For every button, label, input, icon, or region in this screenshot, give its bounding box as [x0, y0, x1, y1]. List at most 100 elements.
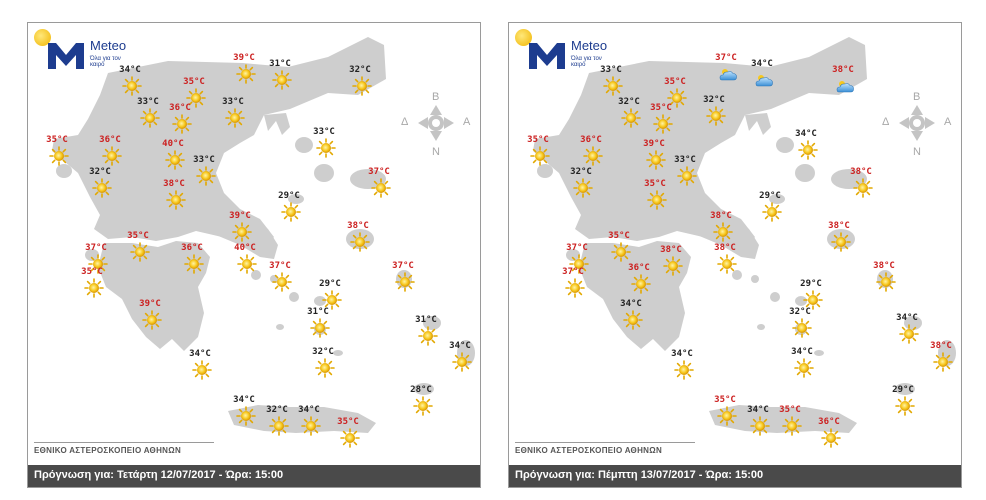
temperature-label: 35°C — [46, 135, 68, 145]
temperature-label: 37°C — [85, 243, 107, 253]
logo-m-icon — [529, 43, 565, 69]
sun-icon — [782, 416, 802, 436]
temperature-label: 38°C — [714, 243, 736, 253]
sun-icon — [301, 416, 321, 436]
logo-tagline: Όλα για τον καιρό — [90, 56, 121, 68]
temperature-label: 34°C — [119, 65, 141, 75]
temperature-label: 33°C — [674, 155, 696, 165]
sun-icon — [172, 114, 192, 134]
temperature-label: 35°C — [644, 179, 666, 189]
sun-icon — [166, 190, 186, 210]
sun-icon — [573, 178, 593, 198]
temperature-label: 34°C — [671, 349, 693, 359]
cloud-sun-icon — [754, 70, 774, 90]
temperature-label: 38°C — [163, 179, 185, 189]
temperature-label: 36°C — [181, 243, 203, 253]
forecast-date-time: Πρόγνωση για: Πέμπτη 13/07/2017 - Ώρα: 1… — [515, 469, 764, 481]
temperature-label: 35°C — [650, 103, 672, 113]
observatory-caption: ΕΘΝΙΚΟ ΑΣΤΕΡΟΣΚΟΠΕΙΟ ΑΘΗΝΩΝ — [34, 446, 182, 455]
sun-icon — [631, 274, 651, 294]
meteo-logo: Meteo Όλα για τον καιρό — [515, 29, 635, 73]
temperature-label: 32°C — [789, 307, 811, 317]
temperature-label: 29°C — [800, 279, 822, 289]
temperature-label: 33°C — [137, 97, 159, 107]
sun-icon — [281, 202, 301, 222]
sun-icon — [717, 254, 737, 274]
temperature-label: 34°C — [449, 341, 471, 351]
sun-icon — [237, 254, 257, 274]
temperature-label: 34°C — [298, 405, 320, 415]
sun-icon — [165, 150, 185, 170]
temperature-label: 35°C — [779, 405, 801, 415]
temperature-label: 29°C — [278, 191, 300, 201]
sun-icon — [49, 146, 69, 166]
temperature-label: 37°C — [562, 267, 584, 277]
temperature-label: 34°C — [795, 129, 817, 139]
sun-icon — [853, 178, 873, 198]
sun-icon — [674, 360, 694, 380]
temperature-label: 38°C — [850, 167, 872, 177]
sun-icon — [340, 428, 360, 448]
temperature-label: 32°C — [703, 95, 725, 105]
temperature-label: 31°C — [307, 307, 329, 317]
forecast-map-wednesday: Meteo Όλα για τον καιρό Β Ν Δ Α 34°C 39°… — [27, 22, 481, 488]
sun-icon — [706, 106, 726, 126]
temperature-label: 35°C — [127, 231, 149, 241]
temperature-label: 32°C — [266, 405, 288, 415]
compass-icon — [418, 105, 454, 141]
sun-icon — [322, 290, 342, 310]
temperature-label: 38°C — [347, 221, 369, 231]
temperature-label: 28°C — [410, 385, 432, 395]
sun-icon — [310, 318, 330, 338]
temperature-label: 35°C — [527, 135, 549, 145]
sun-icon — [621, 108, 641, 128]
sun-icon — [653, 114, 673, 134]
sun-icon — [88, 254, 108, 274]
compass-north: Β — [913, 91, 921, 103]
sun-icon — [418, 326, 438, 346]
temperature-label: 34°C — [751, 59, 773, 69]
temperature-label: 39°C — [233, 53, 255, 63]
meteo-logo: Meteo Όλα για τον καιρό — [34, 29, 154, 73]
sun-icon — [530, 146, 550, 166]
temperature-label: 38°C — [832, 65, 854, 75]
sun-icon — [646, 150, 666, 170]
sun-icon — [750, 416, 770, 436]
temperature-label: 32°C — [618, 97, 640, 107]
compass-south: Ν — [913, 146, 921, 158]
temperature-label: 33°C — [222, 97, 244, 107]
temperature-label: 32°C — [89, 167, 111, 177]
temperature-label: 36°C — [169, 103, 191, 113]
sun-icon — [236, 64, 256, 84]
compass-south: Ν — [432, 146, 440, 158]
sun-icon — [269, 416, 289, 436]
sun-icon — [831, 232, 851, 252]
sun-icon — [667, 88, 687, 108]
sun-icon — [565, 278, 585, 298]
temperature-label: 36°C — [580, 135, 602, 145]
sun-icon — [192, 360, 212, 380]
temperature-label: 38°C — [710, 211, 732, 221]
temperature-label: 31°C — [269, 59, 291, 69]
logo-sun-icon — [515, 29, 532, 46]
sun-icon — [663, 256, 683, 276]
footer-divider — [515, 442, 695, 443]
compass-west: Δ — [401, 116, 409, 128]
sun-icon — [352, 76, 372, 96]
sun-icon — [315, 358, 335, 378]
sun-icon — [647, 190, 667, 210]
sun-icon — [933, 352, 953, 372]
logo-sun-icon — [34, 29, 51, 46]
logo-name: Meteo — [90, 38, 127, 53]
temperature-label: 36°C — [628, 263, 650, 273]
sun-icon — [895, 396, 915, 416]
sun-icon — [413, 396, 433, 416]
temperature-label: 35°C — [183, 77, 205, 87]
temperature-label: 34°C — [233, 395, 255, 405]
forecast-bar: Πρόγνωση για: Πέμπτη 13/07/2017 - Ώρα: 1… — [509, 465, 961, 487]
logo-m-icon — [48, 43, 84, 69]
sun-icon — [899, 324, 919, 344]
compass-west: Δ — [882, 116, 890, 128]
compass-rose: Β Ν Δ Α — [396, 83, 476, 163]
cloud-sun-icon — [835, 76, 855, 96]
